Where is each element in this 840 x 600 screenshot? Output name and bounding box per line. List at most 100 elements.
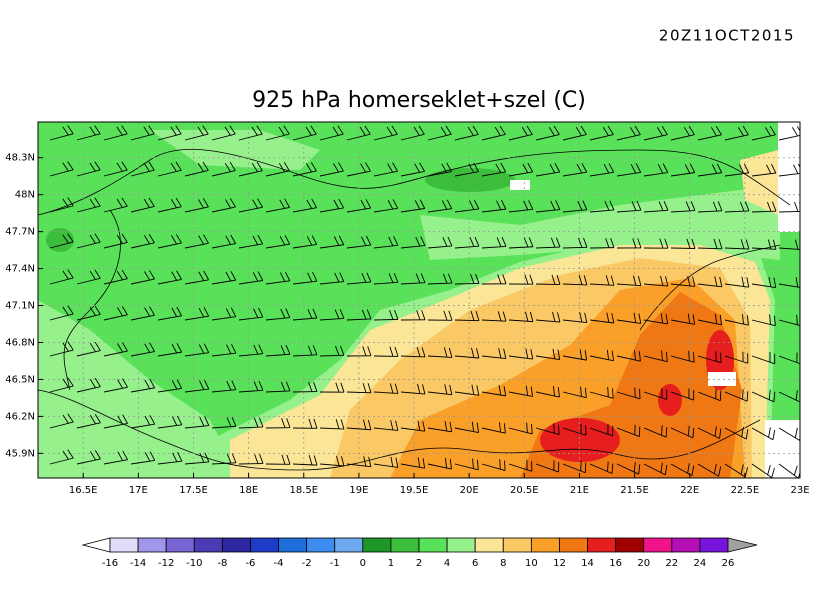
wind-barb [198,235,205,245]
wind-barb [611,463,614,474]
wind-barb [468,163,475,173]
wind-barb [481,208,506,213]
wind-barb [689,163,696,173]
wind-barb [670,134,695,141]
wind-barb [94,233,101,243]
wind-barb [501,237,507,247]
wind-barb [184,352,209,357]
colorbar-box [502,537,532,553]
wind-barb [393,236,399,246]
wind-barb [346,391,372,394]
wind-barb [224,162,231,172]
lon-tick-label: 16.5E [69,485,98,496]
wind-barb [712,201,718,212]
wind-barb [346,133,371,141]
wind-barb [285,344,291,355]
wind-barb [130,242,155,249]
wind-barb [176,270,182,280]
wind-barb [686,238,691,249]
wind-barb [359,126,366,136]
wind-barb [767,239,772,250]
wind-barb [292,463,317,466]
wind-barb [630,164,637,174]
wind-barb [745,239,750,250]
wind-barb [116,307,123,317]
wind-barb [67,125,74,135]
wind-barb [526,422,528,433]
colorbar-label: -6 [245,558,255,569]
wind-barb [62,342,69,352]
wind-barb [746,277,750,288]
wind-barb [584,312,588,323]
wind-barb [740,464,744,475]
wind-barb [388,236,394,247]
wind-barb [772,201,777,212]
wind-barb [204,379,210,390]
wind-barb [49,313,74,321]
wind-barb [589,134,614,141]
wind-barb [632,238,637,249]
wind-barb [226,380,232,391]
wind-barb [122,378,128,388]
wind-barb [602,126,609,136]
wind-barb [499,459,501,470]
wind-barb [257,234,264,245]
wind-barb [62,306,69,316]
wind-barb [724,355,749,364]
wind-barb [778,463,799,478]
wind-barb [116,198,123,208]
wind-barb [562,355,587,361]
wind-barb [310,162,317,172]
wind-barb [719,428,722,439]
wind-barb [472,125,479,135]
temperature-field [38,122,800,478]
wind-barb [130,459,155,465]
wind-barb [609,200,615,211]
wind-barb [616,463,639,475]
wind-barb [610,238,615,248]
wind-barb [373,463,398,468]
wind-barb [606,349,610,360]
wind-barb [197,162,204,172]
wind-barb [400,245,425,249]
wind-barb [149,378,156,389]
wind-barb [715,126,722,136]
wind-barb [417,420,421,431]
wind-barb [724,463,746,478]
wind-barb [751,463,773,478]
wind-barb [62,162,69,172]
wind-barb [415,273,421,284]
wind-barb [658,201,664,211]
wind-barb [470,274,475,284]
wind-barb [604,201,610,211]
wind-barb [226,417,232,427]
wind-barb [447,236,453,247]
wind-barb [230,307,237,317]
wind-barb [373,427,398,431]
wind-barb [265,280,290,285]
lon-tick-label: 22.5E [731,485,760,496]
wind-barb [474,236,480,247]
wind-barb [184,279,209,285]
wind-barb [89,126,96,136]
wind-barb [144,379,151,389]
wind-barb [253,344,259,355]
wind-barb [693,352,695,363]
wind-barb [279,272,286,282]
wind-barb [535,134,560,141]
wind-barb [367,383,372,393]
wind-barb [332,126,339,136]
wind-barb [660,462,663,473]
wind-barb [211,389,236,393]
wind-barb [470,310,475,321]
wind-barb [103,386,128,393]
wind-barb [495,163,502,173]
border [639,244,781,331]
wind-barb [229,125,236,135]
wind-barb [278,163,285,173]
wind-barb [582,200,588,210]
wind-barb [440,126,447,136]
wind-barb [525,348,529,359]
colorbar-box [250,537,279,553]
wind-barb [691,238,696,249]
